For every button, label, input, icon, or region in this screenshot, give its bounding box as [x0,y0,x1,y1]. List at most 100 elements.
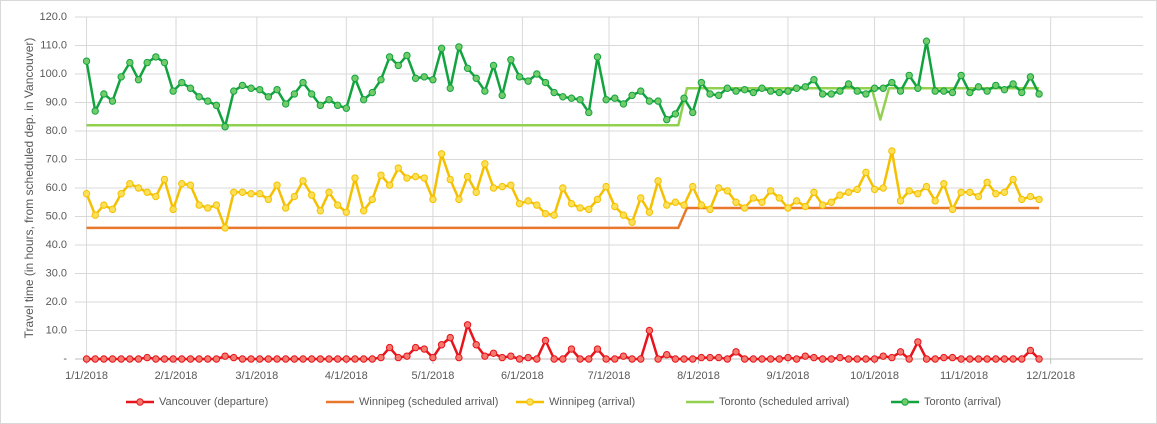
data-point [585,108,593,117]
data-point [299,78,307,87]
data-point [663,351,671,359]
data-point [697,201,706,209]
data-point [489,184,498,192]
data-point [290,192,299,201]
data-point [810,353,818,362]
data-point [940,353,948,362]
data-point [593,195,602,204]
data-point [204,204,212,212]
data-point [489,61,498,70]
legend-label: Winnipeg (arrival) [549,396,635,408]
data-point [611,202,619,211]
data-point [515,355,524,363]
data-point [273,85,281,94]
data-point [974,192,983,201]
data-point [706,353,714,362]
data-point [844,355,853,363]
data-point [195,93,203,101]
data-point [740,204,749,212]
data-point [498,353,506,362]
data-point [472,341,480,349]
data-point [827,355,835,363]
data-point [446,175,454,184]
data-point [82,355,91,363]
data-point [983,355,991,363]
data-point [983,178,991,187]
data-point [628,355,636,363]
data-point [957,355,965,363]
data-point [1018,88,1026,97]
data-point [723,355,732,363]
data-point [853,87,861,95]
data-point [974,83,983,91]
y-tick-label: - [63,353,67,365]
data-point [697,353,706,362]
data-point [359,207,368,215]
data-point [212,201,221,209]
x-tick-label: 2/1/2018 [155,370,198,382]
data-point [827,90,835,98]
data-point [455,43,463,51]
data-point [394,61,402,70]
data-point [619,100,628,108]
data-point [775,355,784,363]
data-point [472,188,480,196]
data-point [567,94,576,102]
y-tick-label: 100.0 [39,68,67,80]
data-point [134,184,143,192]
legend-label: Winnipeg (scheduled arrival) [359,396,498,408]
data-point [489,349,498,357]
data-point [307,90,316,98]
data-point [766,87,775,95]
data-point [316,207,325,215]
data-point [91,211,99,219]
data-point [940,87,948,95]
data-point [186,84,195,92]
data-point [888,78,896,87]
data-point [914,190,922,198]
data-point [282,355,290,363]
data-point [559,355,567,363]
data-point [169,87,177,95]
data-point [446,333,454,342]
data-point [732,198,740,206]
data-point [1026,73,1035,81]
data-point [550,88,558,97]
data-point [593,345,602,353]
x-tick-label: 7/1/2018 [588,370,631,382]
data-point [602,182,610,191]
data-point [351,174,359,182]
data-point [91,107,99,115]
data-point [611,355,619,363]
data-point [238,188,247,196]
data-point [671,355,680,363]
data-point [983,87,991,95]
data-point [888,147,896,155]
y-tick-label: 60.0 [46,182,67,194]
data-point [282,204,290,212]
data-point [325,188,333,196]
data-point [689,108,697,117]
data-point [359,355,368,363]
data-point [619,211,628,219]
data-point [524,77,532,85]
data-point [1026,192,1035,201]
data-point [403,352,411,360]
data-point [463,172,472,181]
data-point [299,177,307,185]
data-point [879,84,887,92]
data-point [948,88,957,97]
data-point [862,355,870,363]
data-point [784,204,792,212]
legend-label: Toronto (arrival) [924,396,1001,408]
data-point [853,355,861,363]
data-point [169,355,177,363]
data-point [420,174,428,182]
data-point [758,84,766,92]
data-point [230,87,238,95]
data-point [801,202,809,211]
data-point [134,355,143,363]
x-tick-label: 9/1/2018 [767,370,810,382]
